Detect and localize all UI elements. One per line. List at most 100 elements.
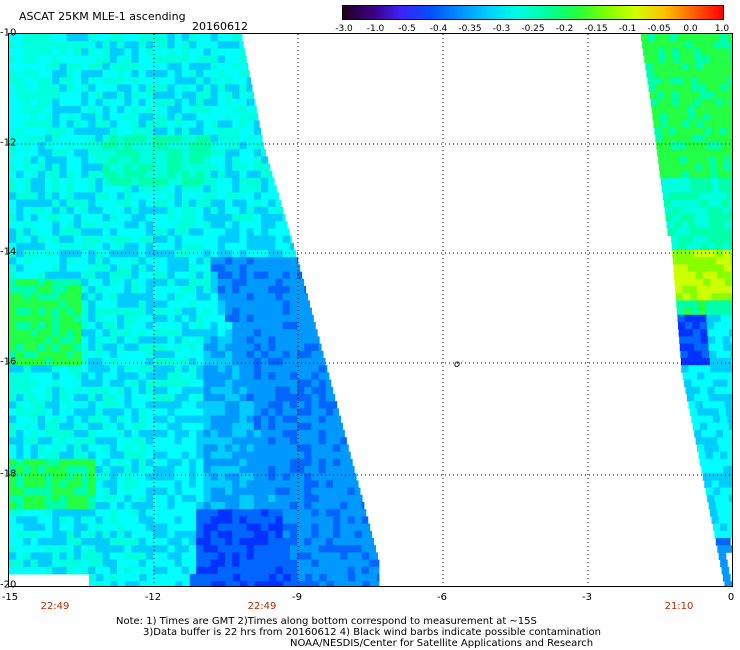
swath-cell <box>117 502 125 510</box>
swath-cell <box>37 271 46 280</box>
swath-cell <box>153 264 161 272</box>
swath-cell <box>673 264 682 272</box>
swath-cell <box>81 134 89 143</box>
swath-cell <box>225 185 233 193</box>
swath-cell <box>138 300 147 308</box>
swath-cell <box>225 372 233 380</box>
swath-cell <box>688 365 697 373</box>
swath-cell <box>138 314 147 323</box>
swath-cell <box>138 134 147 143</box>
swath-cell <box>725 120 732 128</box>
swath-cell <box>145 163 154 172</box>
swath-cell <box>124 185 132 193</box>
swath-cell <box>289 372 298 380</box>
swath-cell <box>325 437 334 445</box>
swath-cell <box>731 271 732 280</box>
swath-cell <box>261 134 263 143</box>
swath-cell <box>670 199 679 208</box>
swath-cell <box>203 84 211 92</box>
swath-cell <box>95 113 103 121</box>
swath-cell <box>88 365 96 373</box>
swath-cell <box>225 386 233 395</box>
swath-cell <box>117 62 125 71</box>
swath-cell <box>354 559 363 568</box>
swath-cell <box>81 566 89 575</box>
swath-cell <box>109 192 118 200</box>
swath-cell <box>196 221 204 229</box>
swath-cell <box>181 91 190 100</box>
swath-cell <box>66 300 75 308</box>
swath-cell <box>225 358 233 366</box>
swath-cell <box>282 350 291 359</box>
swath-cell <box>232 214 240 222</box>
swath-cell <box>717 365 725 373</box>
swath-cell <box>59 502 67 510</box>
swath-cell <box>89 574 97 582</box>
swath-cell <box>261 257 269 265</box>
swath-cell <box>160 48 168 56</box>
swath-cell <box>124 264 132 272</box>
swath-cell <box>153 293 161 301</box>
swath-cell <box>721 41 729 49</box>
swath-cell <box>203 264 211 272</box>
swath-cell <box>696 120 705 128</box>
swath-cell <box>203 502 211 510</box>
swath-cell <box>81 41 89 49</box>
swath-cell <box>325 444 334 452</box>
swath-cell <box>729 149 732 157</box>
swath-cell <box>117 379 125 388</box>
swath-cell <box>275 278 283 287</box>
colorbar-label: 0.0 <box>683 24 698 34</box>
swath-cell <box>66 70 75 78</box>
swath-cell <box>189 77 197 85</box>
swath-cell <box>692 41 701 49</box>
swath-cell <box>261 170 269 179</box>
swath-cell <box>196 365 204 373</box>
swath-cell <box>246 214 255 222</box>
swath-cell <box>361 494 363 503</box>
swath-cell <box>666 113 675 121</box>
swath-cell <box>289 509 298 517</box>
swath-cell <box>88 494 96 503</box>
swath-cell <box>282 372 291 380</box>
swath-cell <box>261 372 269 380</box>
swath-cell <box>225 473 233 481</box>
swath-cell <box>37 293 46 301</box>
swath-cell <box>23 372 31 380</box>
swath-cell <box>30 221 39 229</box>
swath-cell <box>66 48 75 56</box>
swath-cell <box>145 386 154 395</box>
swath-cell <box>30 372 39 380</box>
swath-cell <box>261 379 269 388</box>
swath-cell <box>318 415 327 424</box>
swath-cell <box>377 574 380 582</box>
swath-cell <box>23 487 31 496</box>
swath-cell <box>690 77 699 85</box>
swath-cell <box>81 242 89 251</box>
swath-cell <box>117 199 125 208</box>
swath-cell <box>239 62 247 71</box>
swath-cell <box>304 401 312 409</box>
swath-cell <box>724 62 732 71</box>
swath-cell <box>217 343 226 352</box>
swath-cell <box>174 286 183 294</box>
swath-cell <box>665 106 674 114</box>
swath-cell <box>210 91 219 100</box>
swath-cell <box>196 394 204 402</box>
swath-cell <box>239 509 247 517</box>
swath-cell <box>117 48 125 56</box>
swath-cell <box>289 257 298 265</box>
swath-cell <box>681 365 689 373</box>
swath-cell <box>52 336 60 344</box>
swath-cell <box>153 365 161 373</box>
swath-cell <box>160 113 168 121</box>
swath-cell <box>59 163 67 172</box>
swath-cell <box>268 350 276 359</box>
swath-cell <box>174 55 183 64</box>
swath-cell <box>211 574 219 582</box>
swath-cell <box>210 84 219 92</box>
swath-cell <box>81 149 89 157</box>
swath-cell <box>109 516 118 524</box>
swath-cell <box>211 581 219 586</box>
swath-cell <box>37 386 46 395</box>
